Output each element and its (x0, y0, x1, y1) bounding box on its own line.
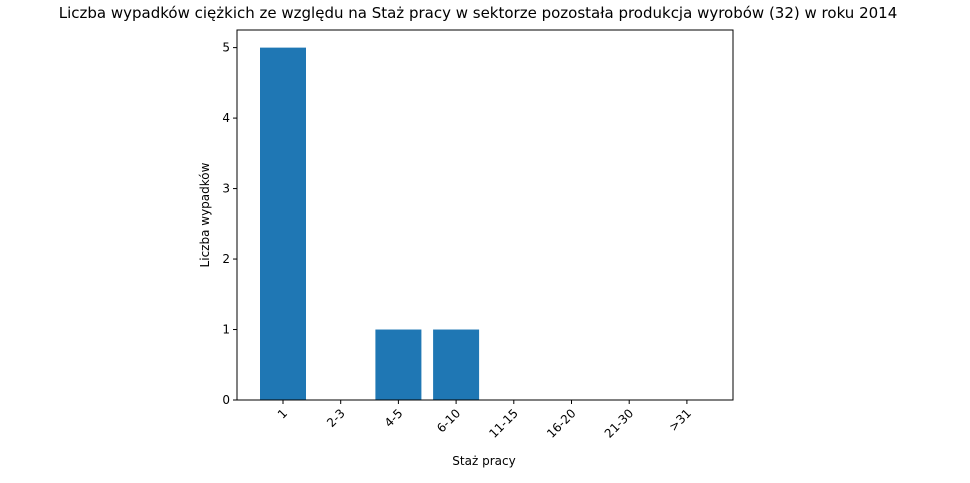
chart-title: Liczba wypadków ciężkich ze względu na S… (59, 4, 898, 22)
bar (260, 47, 306, 400)
y-tick-label: 2 (222, 252, 230, 266)
y-tick-label: 5 (222, 41, 230, 55)
y-tick-label: 4 (222, 111, 230, 125)
bars-group (260, 47, 480, 400)
bar (433, 329, 480, 400)
x-tick-label: 4-5 (382, 406, 406, 430)
x-axis-ticks: 1 2-3 4-5 6-10 11-15 16-20 21-30 >31 (275, 400, 694, 441)
plot-frame (236, 29, 734, 401)
y-tick-label: 3 (222, 182, 230, 196)
bar (375, 329, 422, 400)
x-tick-label: >31 (666, 406, 694, 434)
x-tick-label: 11-15 (486, 406, 521, 441)
y-tick-label: 0 (222, 393, 230, 407)
x-axis-label: Staż pracy (452, 454, 515, 468)
x-tick-label: 1 (275, 406, 290, 421)
x-tick-label: 2-3 (324, 406, 348, 430)
y-axis-label: Liczba wypadków (198, 162, 212, 267)
y-axis-ticks: 0 1 2 3 4 5 (222, 41, 237, 407)
x-tick-label: 16-20 (544, 406, 579, 441)
x-tick-label: 21-30 (602, 406, 637, 441)
x-tick-label: 6-10 (434, 406, 463, 435)
y-tick-label: 1 (222, 323, 230, 337)
